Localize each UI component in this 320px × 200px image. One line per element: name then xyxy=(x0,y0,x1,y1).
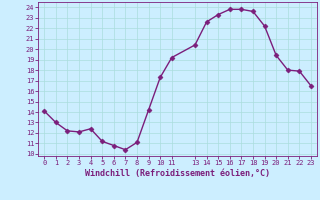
X-axis label: Windchill (Refroidissement éolien,°C): Windchill (Refroidissement éolien,°C) xyxy=(85,169,270,178)
